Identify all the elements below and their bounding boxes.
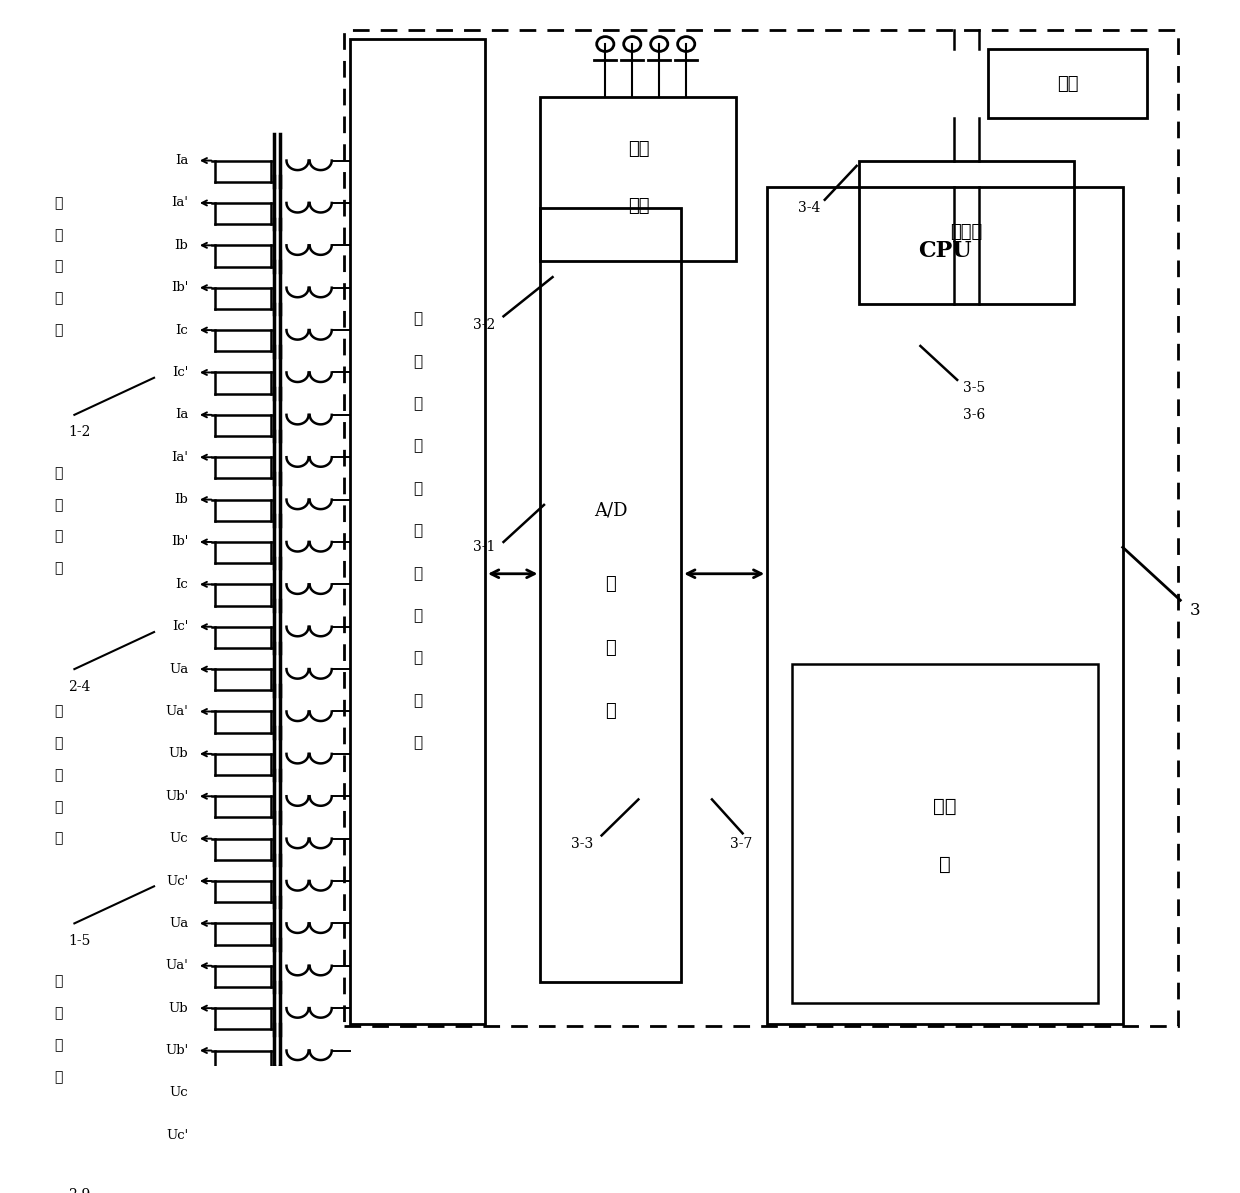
Text: 存储: 存储 <box>934 798 957 816</box>
Text: Ub: Ub <box>169 1002 188 1014</box>
Text: 机: 机 <box>55 260 63 273</box>
Text: 调度: 调度 <box>1056 75 1079 93</box>
Text: 换: 换 <box>605 639 616 657</box>
Text: 电: 电 <box>55 799 63 814</box>
Text: 路: 路 <box>413 440 423 453</box>
Text: 流: 流 <box>55 562 63 575</box>
Text: 通讯口: 通讯口 <box>950 223 982 241</box>
Text: 能: 能 <box>55 1007 63 1020</box>
Text: 器: 器 <box>605 703 616 721</box>
Text: Uc': Uc' <box>166 874 188 888</box>
Text: 储: 储 <box>55 975 63 989</box>
Text: 回: 回 <box>413 397 423 412</box>
Text: Ia': Ia' <box>171 197 188 210</box>
Text: 2-4: 2-4 <box>68 680 91 693</box>
Bar <box>988 49 1147 118</box>
Text: Ub': Ub' <box>165 790 188 803</box>
Text: 3-4: 3-4 <box>797 202 820 215</box>
Text: A/D: A/D <box>594 501 627 519</box>
Bar <box>345 30 1178 1026</box>
Text: Ua': Ua' <box>165 705 188 718</box>
Bar <box>541 97 737 261</box>
Text: Ub': Ub' <box>165 1044 188 1057</box>
Text: Ic': Ic' <box>172 620 188 633</box>
Text: 滤: 滤 <box>413 313 423 327</box>
Text: Uc: Uc <box>170 1087 188 1100</box>
Text: 电: 电 <box>55 291 63 305</box>
Text: Ua: Ua <box>169 917 188 929</box>
Text: 转: 转 <box>605 575 616 593</box>
Text: 1-2: 1-2 <box>68 426 91 439</box>
Text: Ib': Ib' <box>171 282 188 295</box>
Text: 压: 压 <box>55 1070 63 1084</box>
Text: 发: 发 <box>55 196 63 210</box>
Text: 回: 回 <box>413 694 423 707</box>
Bar <box>541 209 681 982</box>
Text: 3-6: 3-6 <box>963 408 986 422</box>
Text: 电: 电 <box>55 1038 63 1052</box>
Text: Ib: Ib <box>175 239 188 252</box>
Text: 及: 及 <box>413 482 423 496</box>
Text: 3: 3 <box>1190 602 1200 619</box>
Text: 路: 路 <box>413 736 423 750</box>
Text: 发: 发 <box>55 705 63 718</box>
Text: 2-9: 2-9 <box>68 1188 91 1193</box>
Text: 机: 机 <box>55 768 63 783</box>
Text: Ic': Ic' <box>172 366 188 379</box>
Text: 3-2: 3-2 <box>472 317 495 332</box>
Text: 流: 流 <box>55 323 63 338</box>
Text: 样: 样 <box>413 567 423 581</box>
Text: Ia: Ia <box>175 154 188 167</box>
Text: Ic: Ic <box>176 323 188 336</box>
Text: Ia: Ia <box>175 408 188 421</box>
Text: Uc: Uc <box>170 833 188 845</box>
Text: Ib': Ib' <box>171 536 188 549</box>
Text: 电: 电 <box>55 736 63 750</box>
Bar <box>350 38 485 1024</box>
Text: Uc': Uc' <box>166 1129 188 1142</box>
Text: Ia': Ia' <box>171 451 188 464</box>
Text: 电: 电 <box>55 530 63 544</box>
Text: 采: 采 <box>413 525 423 538</box>
Text: 器: 器 <box>939 857 951 874</box>
Text: 能: 能 <box>55 497 63 512</box>
Text: Ua: Ua <box>169 662 188 675</box>
Text: Ib: Ib <box>175 493 188 506</box>
Text: Ua': Ua' <box>165 959 188 972</box>
Bar <box>791 663 1099 1003</box>
Bar <box>768 187 1122 1024</box>
Text: 开关: 开关 <box>627 141 650 159</box>
Text: Ic: Ic <box>176 577 188 591</box>
Text: 3-5: 3-5 <box>963 382 986 395</box>
Text: 3-1: 3-1 <box>472 540 495 555</box>
Text: 保: 保 <box>413 610 423 623</box>
Text: 储: 储 <box>55 466 63 480</box>
Bar <box>859 161 1074 303</box>
Text: CPU: CPU <box>918 240 972 261</box>
Text: 电: 电 <box>55 228 63 242</box>
Text: 3-7: 3-7 <box>730 837 753 851</box>
Text: 持: 持 <box>413 651 423 666</box>
Text: Ub: Ub <box>169 747 188 760</box>
Text: 波: 波 <box>413 354 423 369</box>
Text: 3-3: 3-3 <box>570 837 593 851</box>
Text: 压: 压 <box>55 832 63 846</box>
Text: 1-5: 1-5 <box>68 934 91 948</box>
Text: 电源: 电源 <box>627 197 650 215</box>
